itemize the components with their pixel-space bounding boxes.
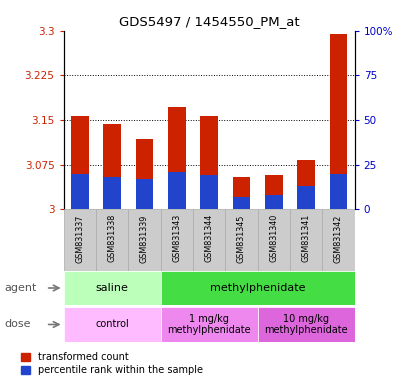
Bar bbox=[232, 177, 250, 209]
Text: GSM831339: GSM831339 bbox=[139, 214, 148, 263]
Bar bbox=[96, 209, 128, 271]
Text: GSM831340: GSM831340 bbox=[269, 214, 278, 262]
Bar bbox=[135, 179, 153, 209]
Bar bbox=[225, 209, 257, 271]
Bar bbox=[128, 209, 160, 271]
Text: 10 mg/kg
methylphenidate: 10 mg/kg methylphenidate bbox=[264, 314, 347, 335]
Text: GSM831338: GSM831338 bbox=[107, 214, 116, 262]
Text: GSM831341: GSM831341 bbox=[301, 214, 310, 262]
Text: control: control bbox=[95, 319, 128, 329]
Bar bbox=[71, 174, 88, 209]
Bar bbox=[289, 209, 321, 271]
Bar bbox=[257, 209, 289, 271]
Bar bbox=[103, 177, 121, 209]
Bar bbox=[160, 271, 354, 305]
Text: 1 mg/kg
methylphenidate: 1 mg/kg methylphenidate bbox=[167, 314, 250, 335]
Bar bbox=[264, 195, 282, 209]
Text: GSM831345: GSM831345 bbox=[236, 214, 245, 263]
Text: methylphenidate: methylphenidate bbox=[209, 283, 305, 293]
Bar bbox=[297, 186, 314, 209]
Bar bbox=[200, 116, 218, 209]
Bar bbox=[167, 107, 185, 209]
Bar bbox=[71, 116, 88, 209]
Bar bbox=[329, 174, 346, 209]
Bar bbox=[264, 175, 282, 209]
Text: GSM831344: GSM831344 bbox=[204, 214, 213, 262]
Bar bbox=[321, 209, 354, 271]
Bar bbox=[63, 271, 160, 305]
Bar bbox=[297, 161, 314, 209]
Text: agent: agent bbox=[4, 283, 36, 293]
Title: GDS5497 / 1454550_PM_at: GDS5497 / 1454550_PM_at bbox=[119, 15, 299, 28]
Bar bbox=[167, 172, 185, 209]
Text: GSM831343: GSM831343 bbox=[172, 214, 181, 262]
Text: saline: saline bbox=[95, 283, 128, 293]
Bar bbox=[135, 139, 153, 209]
Bar bbox=[257, 307, 354, 342]
Text: GSM831342: GSM831342 bbox=[333, 214, 342, 263]
Text: dose: dose bbox=[4, 319, 31, 329]
Text: GSM831337: GSM831337 bbox=[75, 214, 84, 263]
Bar bbox=[160, 307, 257, 342]
Bar bbox=[103, 124, 121, 209]
Bar bbox=[193, 209, 225, 271]
Bar bbox=[232, 197, 250, 209]
Bar bbox=[63, 307, 160, 342]
Bar bbox=[329, 34, 346, 209]
Legend: transformed count, percentile rank within the sample: transformed count, percentile rank withi… bbox=[21, 353, 202, 375]
Bar bbox=[63, 209, 96, 271]
Bar bbox=[160, 209, 193, 271]
Bar bbox=[200, 175, 218, 209]
